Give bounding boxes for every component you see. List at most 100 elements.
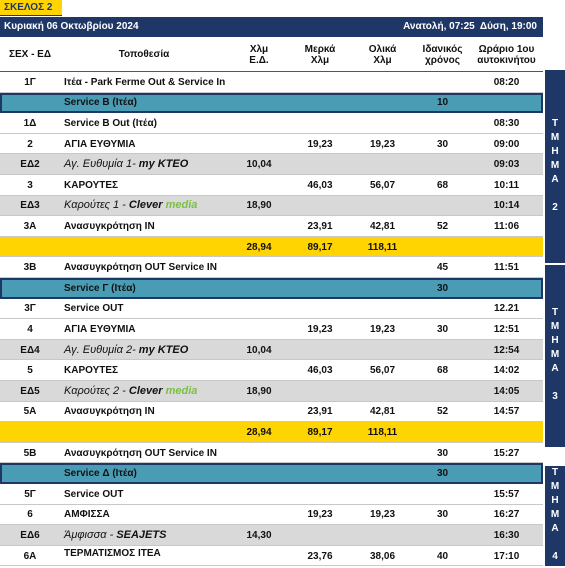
leg-label: ΣΚΕΛΟΣ 2	[0, 0, 62, 16]
value: 18,90	[246, 385, 272, 397]
location: Service B (Ιτέα)	[64, 97, 137, 109]
value: 11:06	[493, 220, 520, 232]
row	[0, 525, 543, 546]
row	[0, 484, 543, 505]
code: 3	[27, 179, 33, 191]
value: 30	[436, 282, 449, 294]
row	[0, 504, 543, 526]
code: 5Γ	[24, 488, 36, 500]
code: 5Α	[23, 406, 37, 418]
location: Αγ. Ευθυμία 1- my KTEO	[60, 154, 232, 175]
value: 40	[436, 550, 449, 562]
location: Ανασυγκρότηση OUT Service IN	[64, 262, 217, 274]
code: 2	[27, 138, 33, 150]
column-header-row	[0, 37, 543, 72]
location: Καρούτες 2 - Clever media	[60, 381, 232, 402]
row	[0, 339, 543, 361]
column-header: Μερκά Χλμ	[304, 43, 336, 66]
date: Κυριακή 06 Οκτωβρίου 2024	[4, 21, 139, 32]
location: ΑΓΙΑ ΕΥΘΥΜΙΑ	[64, 138, 136, 150]
value: 46,03	[307, 179, 333, 191]
row	[0, 195, 543, 217]
location: Αγ. Ευθυμία 2- my KTEO	[60, 340, 232, 361]
location-part: Άμφισσα -	[64, 528, 117, 541]
location: Service Δ (Ιτέα)	[64, 468, 137, 480]
code: 1Γ	[24, 76, 36, 88]
value: 30	[436, 138, 449, 150]
location-part: my KTEO	[138, 343, 189, 356]
row	[0, 216, 543, 237]
code: 5	[27, 365, 33, 377]
location: Ανασυγκρότηση ΙΝ	[64, 406, 155, 418]
location: Άμφισσα - SEAJETS	[60, 525, 232, 546]
value: 52	[436, 406, 449, 418]
value: 30	[436, 323, 449, 335]
location-part: Αγ. Ευθυμία 1-	[64, 158, 139, 171]
location-part: Clever	[128, 199, 166, 212]
row	[0, 319, 543, 340]
location-part: media	[165, 199, 198, 212]
value: 52	[436, 220, 449, 232]
column-header: Ωράριο 1ου αυτοκινήτου	[477, 43, 536, 66]
value: 19,23	[369, 323, 396, 335]
location-part: my KTEO	[138, 158, 189, 171]
location: ΑΓΙΑ ΕΥΘΥΜΙΑ	[64, 323, 136, 335]
location-part: Clever	[128, 384, 166, 397]
row	[0, 360, 543, 381]
value: 18,90	[246, 200, 272, 212]
value: 30	[436, 468, 449, 480]
code: 3Γ	[24, 303, 36, 315]
location: Service Γ (Ιτέα)	[64, 282, 136, 294]
row	[0, 278, 543, 299]
code: 6Α	[23, 550, 37, 562]
location: Service OUT	[64, 303, 124, 315]
section-band: ΤΜΗΜΑ 2	[545, 70, 565, 263]
location-part: SEAJETS	[116, 528, 167, 541]
location: Ιτέα - Park Ferme Out & Service In	[64, 76, 226, 88]
value: 16:30	[493, 529, 520, 541]
value: 10	[436, 97, 449, 109]
code: ΕΔ5	[20, 385, 40, 397]
value: 23,91	[307, 406, 333, 418]
value: 42,81	[369, 220, 396, 232]
row	[0, 442, 543, 464]
value: 89,17	[307, 426, 333, 438]
location: Service B Out (Ιτέα)	[64, 117, 157, 129]
value: 56,07	[369, 179, 396, 191]
code: ΕΔ4	[20, 344, 40, 356]
value: 28,94	[246, 241, 272, 253]
code: 1Δ	[23, 117, 37, 129]
location-part: media	[165, 384, 198, 397]
code: ΕΔ3	[20, 200, 40, 212]
location: ΚΑΡΟΥΤΕΣ	[64, 365, 119, 377]
value: 30	[436, 447, 449, 459]
value: 42,81	[369, 406, 396, 418]
row	[0, 422, 543, 443]
value: 14:05	[493, 385, 520, 397]
header-bar: Κυριακή 06 Οκτωβρίου 2024 Ανατολή, 07:25…	[0, 17, 543, 37]
value: 56,07	[369, 365, 396, 377]
location: ΚΑΡΟΥΤΕΣ	[64, 179, 119, 191]
column-header: ΣΕΧ - ΕΔ	[8, 49, 52, 60]
value: 08:30	[493, 117, 520, 129]
row	[0, 463, 543, 484]
row	[0, 72, 543, 93]
column-header: Ιδανικός χρόνος	[422, 43, 463, 66]
value: 09:03	[493, 159, 520, 171]
column-header: Ολικά Χλμ	[368, 43, 397, 66]
row	[0, 401, 543, 423]
row	[0, 175, 543, 196]
row	[0, 257, 543, 278]
row	[0, 154, 543, 175]
row	[0, 133, 543, 155]
value: 10:14	[493, 200, 520, 212]
location: ΑΜΦΙΣΣΑ	[64, 509, 110, 521]
value: 45	[436, 262, 449, 274]
row	[0, 113, 543, 134]
row	[0, 298, 543, 320]
value: 10,04	[246, 344, 272, 356]
value: 15:27	[493, 447, 520, 459]
value: 14,30	[246, 529, 272, 541]
value: 46,03	[307, 365, 333, 377]
value: 23,91	[307, 220, 333, 232]
